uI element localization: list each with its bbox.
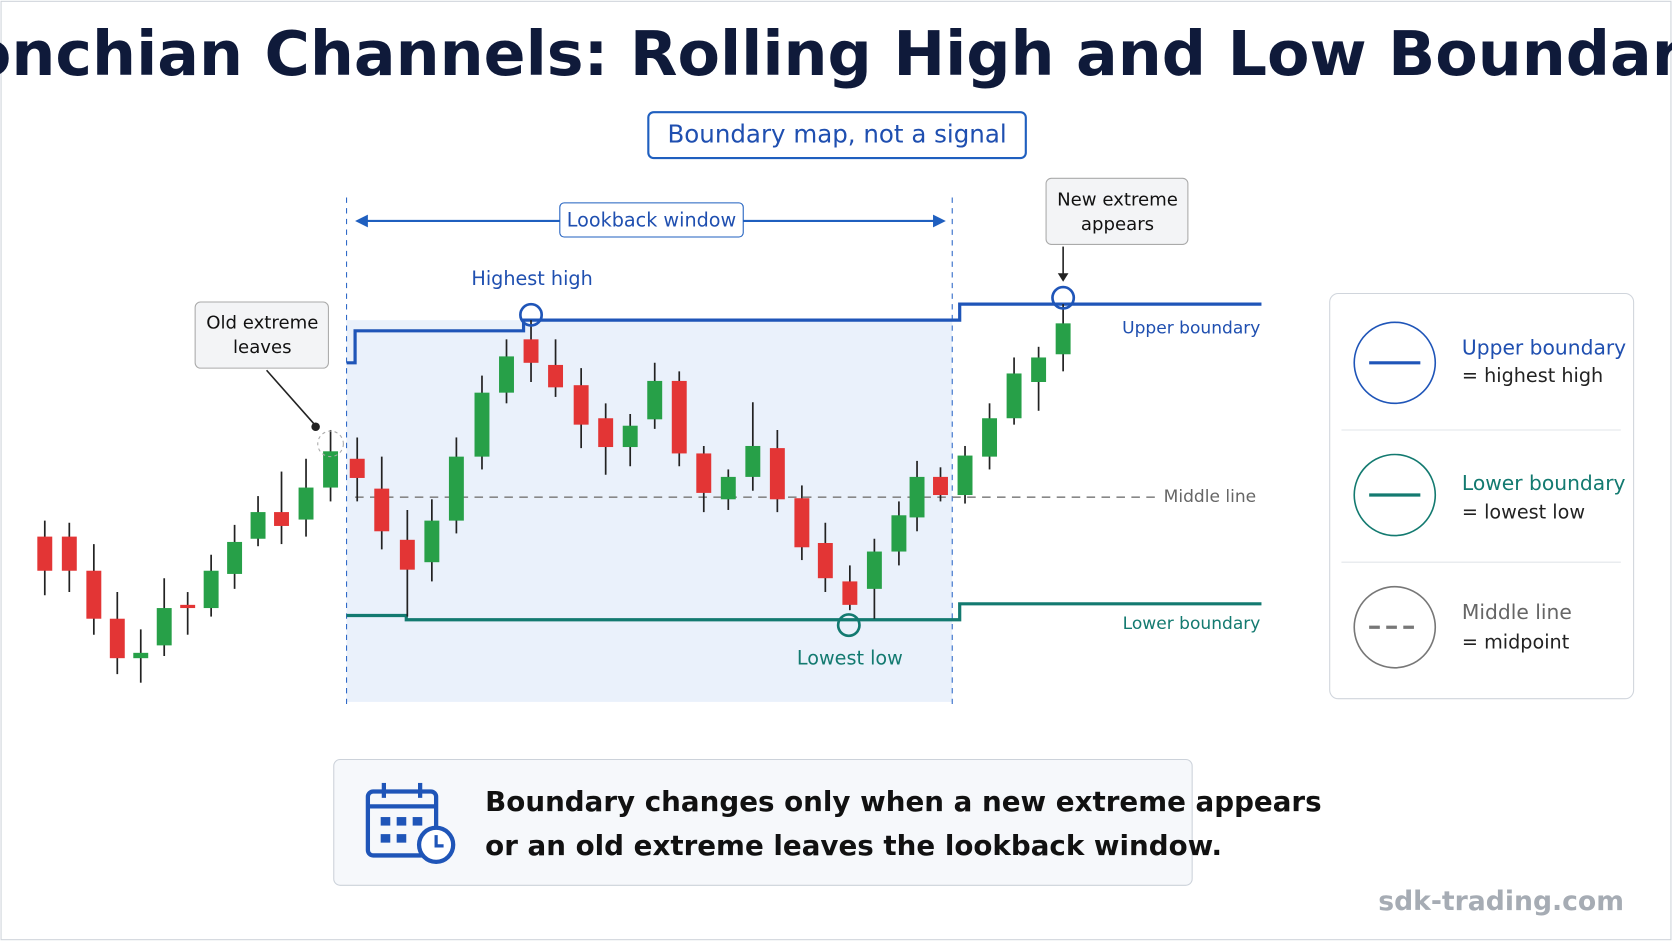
legend-desc: = lowest low: [1462, 501, 1585, 524]
old-pointer: [265, 369, 317, 427]
lookback-label: Lookback window: [567, 208, 736, 231]
legend-desc: = midpoint: [1462, 631, 1570, 654]
old-label: leaves: [233, 337, 292, 358]
highest-label: Highest high: [471, 267, 592, 290]
legend-title: Middle line: [1462, 600, 1572, 624]
calendar-icon: [365, 782, 456, 864]
note-line: or an old extreme leaves the lookback wi…: [485, 829, 1222, 862]
new-arrowhead: [1057, 273, 1069, 282]
legend-title: Upper boundary: [1462, 335, 1626, 359]
old-marker: [317, 430, 344, 458]
legend-title: Lower boundary: [1462, 471, 1626, 495]
window-shade: [346, 320, 953, 702]
old-label: Old extreme: [206, 312, 318, 333]
new-box: [1045, 177, 1189, 245]
note-box: [333, 758, 1193, 886]
legend-desc: = highest high: [1462, 364, 1603, 387]
new-label: New extreme: [1057, 190, 1178, 211]
highest-marker: [519, 302, 544, 327]
new-label: appears: [1081, 214, 1154, 235]
footer: sdk-trading.com: [1378, 886, 1624, 917]
lowest-label: Lowest low: [797, 647, 903, 670]
lookback-box: [559, 202, 744, 238]
lowest-marker: [836, 613, 861, 638]
note-line: Boundary changes only when a new extreme…: [485, 785, 1321, 818]
upper-label: Upper boundary: [1122, 319, 1260, 339]
candles: [37, 304, 1071, 683]
badge: Boundary map, not a signal: [667, 120, 1006, 149]
lower-label: Lower boundary: [1123, 614, 1261, 634]
badge-box: [647, 111, 1027, 160]
lower-line: [346, 602, 1262, 622]
new-marker: [1051, 285, 1076, 310]
calendar-dots: [380, 817, 423, 843]
old-dot: [311, 422, 320, 432]
middle-label: Middle line: [1164, 487, 1257, 507]
title: Donchian Channels: Rolling High and Low …: [0, 18, 1672, 90]
old-box: [194, 301, 329, 369]
upper-line: [346, 302, 1262, 365]
